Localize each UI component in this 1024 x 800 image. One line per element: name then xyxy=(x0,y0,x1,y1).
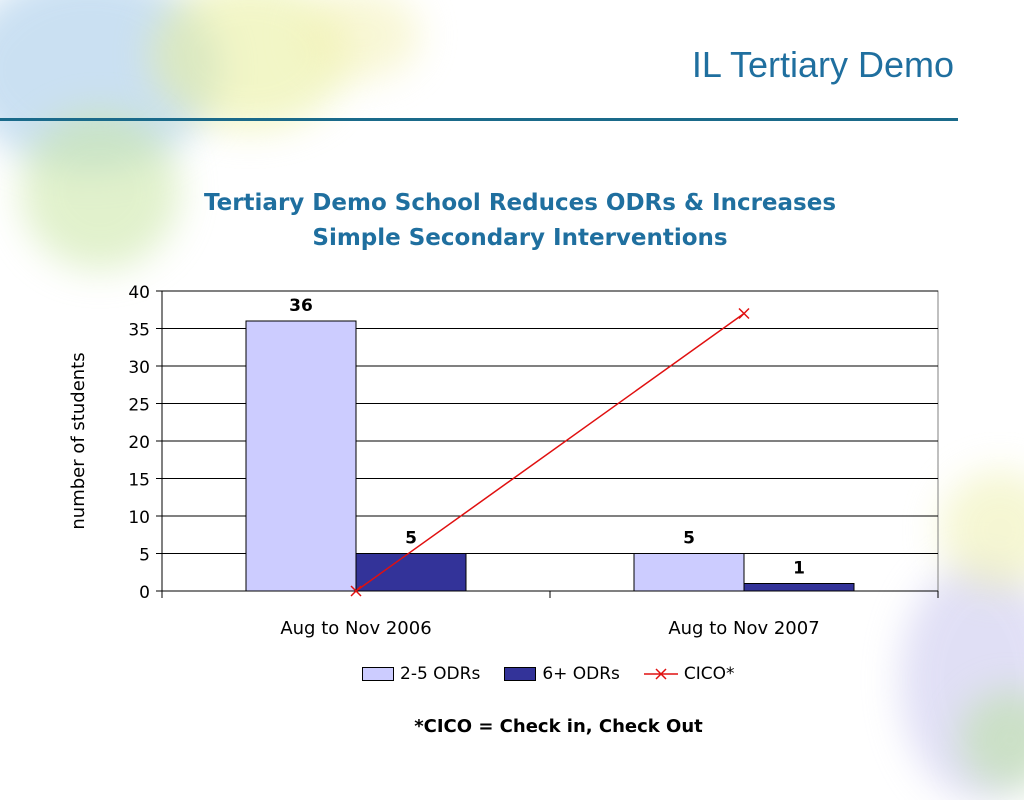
y-tick-label: 0 xyxy=(139,583,150,603)
y-tick-label: 25 xyxy=(128,396,150,416)
chart: 0 5 10 15 20 25 30 35 40 number of students 36 5 5 1 A… xyxy=(68,283,939,639)
legend-label: CICO* xyxy=(683,664,735,684)
data-label: 1 xyxy=(793,559,805,579)
bar-2-5-odrs xyxy=(245,320,357,592)
x-tick-label: Aug to Nov 2006 xyxy=(280,618,431,639)
y-tick-label: 10 xyxy=(128,508,150,528)
data-label: 36 xyxy=(289,296,313,316)
legend-swatch-6-odrs xyxy=(504,667,537,681)
y-tick-label: 15 xyxy=(128,471,150,491)
legend-swatch-cico xyxy=(643,668,678,680)
y-tick-label: 5 xyxy=(139,546,150,566)
legend-label: 2-5 ODRs xyxy=(400,664,481,684)
legend-item-2-5-odrs: 2-5 ODRs xyxy=(362,664,480,684)
legend-swatch-2-5-odrs xyxy=(362,667,394,681)
chart-title: Tertiary Demo School Reduces ODRs & Incr… xyxy=(160,186,880,256)
background-decoration xyxy=(20,110,180,270)
background-decoration xyxy=(300,0,420,80)
y-tick-label: 30 xyxy=(128,358,150,378)
data-label: 5 xyxy=(405,529,417,549)
line-cico xyxy=(355,312,745,592)
legend-label: 6+ ODRs xyxy=(542,664,620,684)
legend-item-6-odrs: 6+ ODRs xyxy=(504,664,620,684)
bar-2-5-odrs xyxy=(633,553,745,592)
line-marker-cico xyxy=(738,307,750,320)
y-tick-label: 20 xyxy=(128,433,150,453)
data-label: 5 xyxy=(683,529,695,549)
x-tick-label: Aug to Nov 2007 xyxy=(668,618,819,639)
bar-6-odrs xyxy=(743,583,855,592)
chart-title-line-2: Simple Secondary Interventions xyxy=(312,225,728,251)
line-marker-cico xyxy=(350,585,362,597)
chart-legend: 2-5 ODRs 6+ ODRs CICO* xyxy=(362,664,735,684)
footnote: *CICO = Check in, Check Out xyxy=(414,716,703,737)
title-divider xyxy=(0,118,958,121)
y-axis-label: number of students xyxy=(68,352,89,529)
y-tick-label: 35 xyxy=(128,321,150,341)
legend-item-cico: CICO* xyxy=(643,664,735,684)
chart-title-line-1: Tertiary Demo School Reduces ODRs & Incr… xyxy=(203,190,837,216)
y-tick-label: 40 xyxy=(128,283,150,303)
slide-title: IL Tertiary Demo xyxy=(691,44,954,85)
bar-6-odrs xyxy=(355,553,467,592)
